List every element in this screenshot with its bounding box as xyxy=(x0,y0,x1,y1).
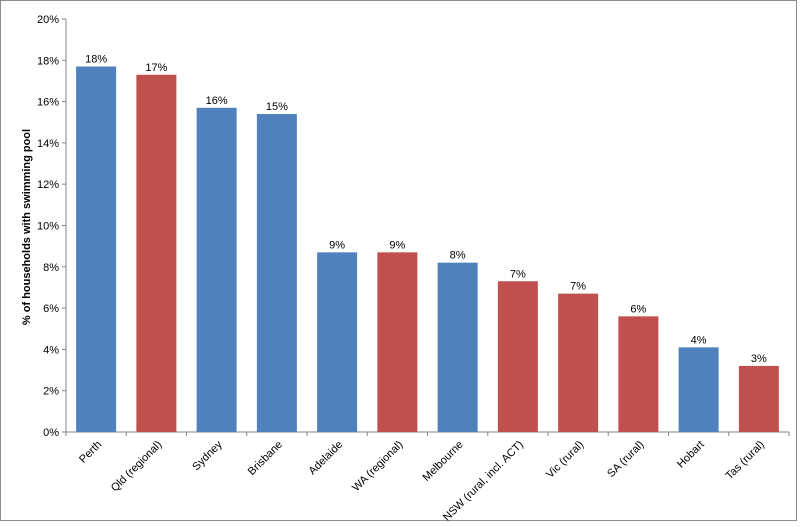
bar xyxy=(738,365,779,432)
bar xyxy=(497,281,538,432)
data-label: 17% xyxy=(145,62,167,74)
bar xyxy=(196,107,237,433)
x-tick-label: SA (rural) xyxy=(605,439,646,480)
x-tick-label: Melbourne xyxy=(421,439,466,484)
bar xyxy=(678,347,719,432)
x-tick-label: Sydney xyxy=(190,438,225,473)
data-label: 3% xyxy=(751,353,767,365)
y-tick-label: 0% xyxy=(43,427,59,439)
y-tick-label: 10% xyxy=(37,221,59,233)
x-tick-label: Qld (regional) xyxy=(109,439,165,495)
y-tick-label: 16% xyxy=(37,97,59,109)
y-tick-label: 2% xyxy=(43,386,59,398)
data-label: 18% xyxy=(85,53,107,65)
bar xyxy=(618,316,659,432)
data-label: 7% xyxy=(510,268,526,280)
x-tick-label: Tas (rural) xyxy=(723,439,766,482)
bar xyxy=(136,74,177,432)
y-axis-title: % of households with swimming pool xyxy=(21,129,33,325)
bar xyxy=(76,66,117,433)
x-tick-label: Vic (rural) xyxy=(544,439,586,481)
bar xyxy=(317,252,358,432)
x-tick-label: Brisbane xyxy=(246,439,285,478)
data-label: 9% xyxy=(389,239,405,251)
bar xyxy=(377,252,418,432)
data-label: 4% xyxy=(691,334,707,346)
data-label: 7% xyxy=(570,281,586,293)
x-tick-label: Perth xyxy=(77,439,104,466)
y-tick-label: 20% xyxy=(37,14,59,26)
y-tick-label: 18% xyxy=(37,55,59,67)
y-tick-label: 8% xyxy=(43,262,59,274)
y-tick-label: 14% xyxy=(37,138,59,150)
x-tick-label: Adelaide xyxy=(306,439,345,478)
data-label: 6% xyxy=(630,303,646,315)
data-label: 16% xyxy=(206,95,228,107)
y-tick-label: 12% xyxy=(37,179,59,191)
data-label: 9% xyxy=(329,239,345,251)
data-label: 15% xyxy=(266,101,288,113)
data-label: 8% xyxy=(450,250,466,262)
bar xyxy=(558,293,599,432)
y-tick-label: 6% xyxy=(43,303,59,315)
x-tick-label: Hobart xyxy=(675,439,707,471)
bar xyxy=(256,113,297,433)
y-tick-label: 4% xyxy=(43,344,59,356)
x-tick-label: WA (regional) xyxy=(350,439,405,494)
bar xyxy=(437,262,478,432)
